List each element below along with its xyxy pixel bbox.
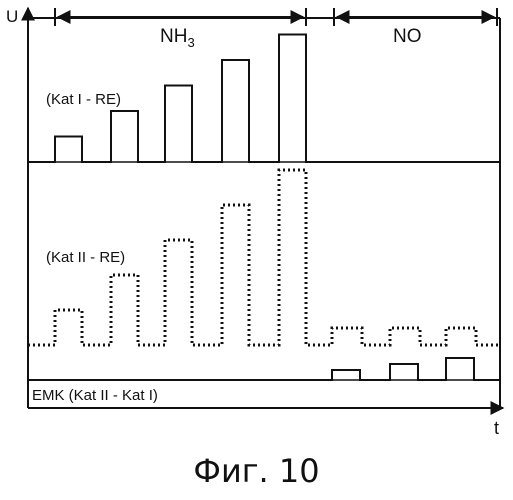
nh3-range-label: NH3 — [160, 26, 195, 50]
kat2-label: (Kat II - RE) — [46, 249, 125, 266]
figure-caption: Фиг. 10 — [0, 452, 513, 490]
kat1-label: (Kat I - RE) — [46, 91, 121, 108]
emk-label: EMK (Kat II - Kat I) — [32, 387, 158, 404]
emk-trace — [28, 358, 500, 380]
y-axis-label: U — [6, 7, 18, 26]
no-range-label: NO — [393, 26, 422, 47]
x-axis-label: t — [494, 418, 499, 438]
